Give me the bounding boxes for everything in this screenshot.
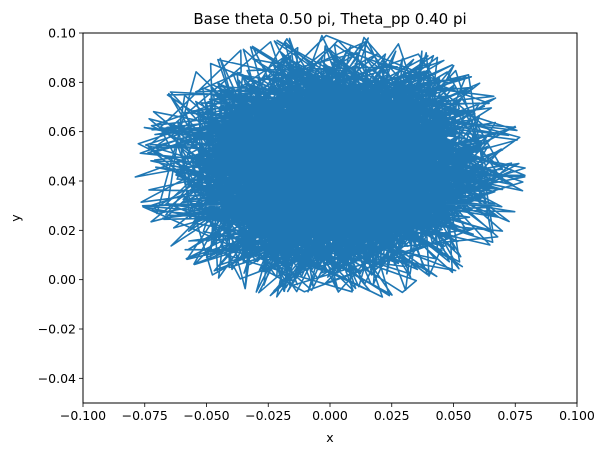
trajectory-line <box>134 34 526 298</box>
y-tick-label: 0.04 <box>48 174 76 189</box>
x-tick-label: 0.075 <box>497 408 533 423</box>
y-axis-label: y <box>8 214 23 222</box>
x-tick-label: −0.100 <box>60 408 106 423</box>
x-tick-label: 0.100 <box>559 408 595 423</box>
y-tick-label: 0.10 <box>48 26 76 41</box>
x-axis-label: x <box>326 430 333 445</box>
y-tick-label: −0.02 <box>38 322 76 337</box>
y-tick-label: 0.08 <box>48 75 76 90</box>
x-tick-label: −0.050 <box>183 408 229 423</box>
x-tick-label: −0.075 <box>122 408 168 423</box>
chart-title: Base theta 0.50 pi, Theta_pp 0.40 pi <box>193 10 466 29</box>
x-tick-label: −0.025 <box>245 408 291 423</box>
y-tick-label: −0.04 <box>38 371 76 386</box>
y-tick-label: 0.02 <box>48 223 76 238</box>
x-tick-label: 0.000 <box>312 408 348 423</box>
plot-layer <box>134 34 526 298</box>
x-axis-ticks: −0.100 −0.075 −0.050 −0.025 0.000 0.025 0.050 0… <box>60 403 595 423</box>
x-tick-label: 0.050 <box>436 408 472 423</box>
y-tick-label: 0.06 <box>48 124 76 139</box>
y-axis-ticks: −0.04 −0.02 0.00 0.02 0.04 0.06 0.08 0.10 <box>38 26 83 386</box>
x-tick-label: 0.025 <box>374 408 410 423</box>
y-tick-label: 0.00 <box>48 272 76 287</box>
